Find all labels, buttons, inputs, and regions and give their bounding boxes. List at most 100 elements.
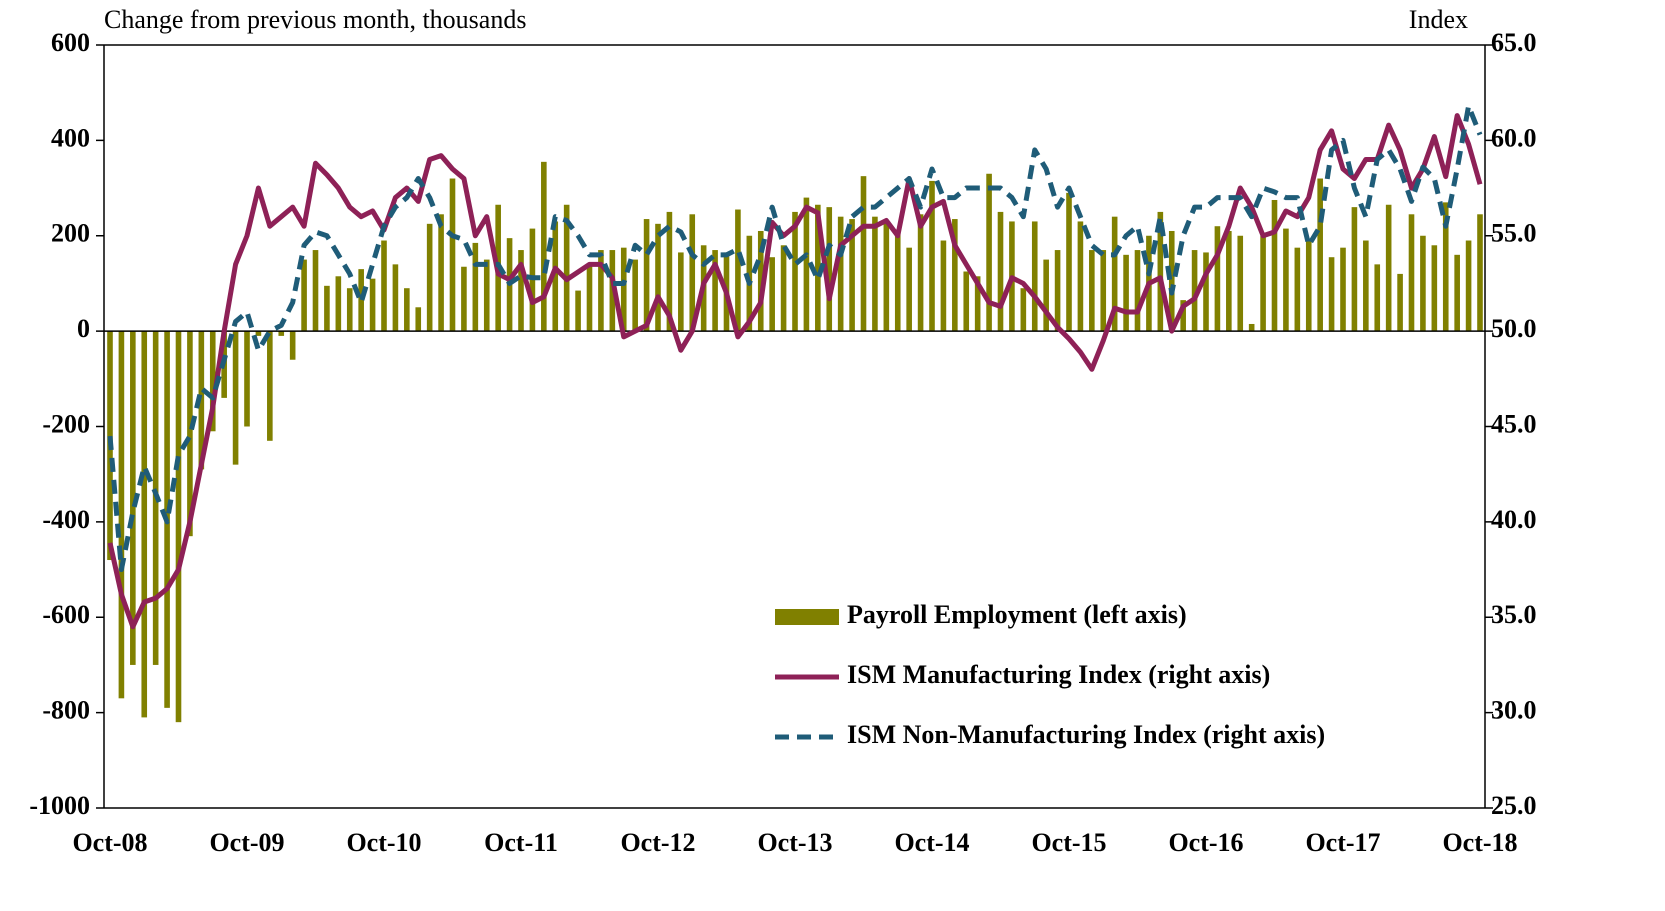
y2-tick-label: 55.0 bbox=[1491, 219, 1537, 248]
bar bbox=[1454, 254, 1460, 332]
bar bbox=[1123, 254, 1129, 332]
bar bbox=[1203, 252, 1209, 332]
bar bbox=[929, 180, 935, 332]
bar bbox=[1248, 323, 1255, 332]
bar bbox=[426, 223, 433, 332]
bar bbox=[175, 331, 182, 723]
bar bbox=[1134, 250, 1141, 332]
x-tick-label: Oct-14 bbox=[894, 828, 969, 857]
bar bbox=[757, 230, 764, 332]
y-axis-label: Change from previous month, thousands bbox=[104, 5, 526, 34]
bar bbox=[974, 276, 981, 332]
bar bbox=[952, 219, 958, 332]
y-tick-label: 600 bbox=[51, 28, 90, 57]
bar bbox=[1031, 221, 1038, 332]
bar bbox=[1431, 245, 1438, 332]
bar bbox=[689, 214, 696, 332]
legend-label: Payroll Employment (left axis) bbox=[847, 600, 1187, 629]
bar bbox=[1374, 264, 1381, 332]
bar bbox=[1237, 235, 1244, 332]
bar bbox=[712, 250, 718, 332]
y2-tick-label: 25.0 bbox=[1491, 791, 1537, 820]
bar bbox=[118, 331, 125, 699]
bar bbox=[1477, 214, 1483, 332]
bar bbox=[1180, 300, 1186, 332]
bar bbox=[849, 219, 855, 332]
bar bbox=[472, 242, 479, 332]
bar bbox=[404, 288, 410, 332]
legend-swatch bbox=[775, 609, 839, 625]
bar bbox=[963, 271, 970, 332]
bar bbox=[1317, 178, 1323, 332]
bar bbox=[541, 161, 547, 332]
bar bbox=[1077, 221, 1084, 332]
bar bbox=[678, 252, 684, 332]
bar bbox=[1385, 204, 1392, 332]
bar bbox=[1465, 240, 1472, 332]
x-tick-label: Oct-09 bbox=[209, 828, 284, 857]
y-tick-label: 200 bbox=[51, 219, 90, 248]
bar bbox=[1271, 199, 1278, 332]
bar bbox=[632, 259, 638, 332]
y-tick-label: -1000 bbox=[29, 791, 90, 820]
bar bbox=[1305, 240, 1312, 332]
bar bbox=[792, 211, 798, 332]
bar bbox=[324, 285, 330, 332]
bar bbox=[1351, 207, 1358, 332]
bar bbox=[518, 250, 524, 332]
bar bbox=[1260, 235, 1266, 332]
bar bbox=[563, 204, 570, 332]
bar bbox=[883, 221, 890, 332]
bar bbox=[997, 211, 1004, 332]
bar bbox=[1043, 259, 1049, 332]
bar bbox=[255, 331, 262, 336]
bar bbox=[267, 331, 273, 441]
bar bbox=[1089, 250, 1095, 332]
x-tick-label: Oct-18 bbox=[1442, 828, 1517, 857]
x-tick-label: Oct-11 bbox=[484, 828, 558, 857]
bar bbox=[1054, 250, 1061, 332]
bar bbox=[312, 250, 319, 332]
bar bbox=[1100, 250, 1107, 332]
bar bbox=[483, 259, 490, 332]
bar bbox=[369, 278, 376, 332]
bar bbox=[803, 197, 810, 332]
dashed-line bbox=[107, 103, 1483, 573]
bar bbox=[1020, 288, 1027, 332]
bar bbox=[906, 247, 912, 332]
bar bbox=[769, 257, 775, 332]
bar bbox=[986, 173, 992, 332]
bar bbox=[872, 216, 878, 332]
bar bbox=[575, 290, 581, 332]
bar bbox=[1157, 211, 1164, 332]
bar bbox=[815, 204, 821, 332]
bar bbox=[461, 266, 467, 332]
bar bbox=[1294, 247, 1301, 332]
bar bbox=[141, 331, 148, 718]
bar bbox=[130, 331, 136, 665]
x-tick-label: Oct-08 bbox=[72, 828, 147, 857]
bar bbox=[1420, 235, 1426, 332]
bar bbox=[1111, 216, 1118, 332]
y2-tick-label: 45.0 bbox=[1491, 409, 1537, 438]
bar bbox=[381, 240, 387, 332]
y-tick-label: -800 bbox=[42, 696, 90, 725]
x-tick-label: Oct-10 bbox=[346, 828, 421, 857]
bar bbox=[335, 276, 342, 332]
bar bbox=[232, 331, 239, 465]
legend-label: ISM Manufacturing Index (right axis) bbox=[847, 660, 1270, 689]
y-tick-label: -600 bbox=[42, 600, 90, 629]
bar bbox=[735, 209, 741, 332]
y2-tick-label: 65.0 bbox=[1491, 28, 1537, 57]
bar bbox=[894, 233, 901, 332]
bar bbox=[438, 214, 444, 332]
bar bbox=[198, 331, 205, 470]
bar bbox=[244, 331, 250, 427]
bar bbox=[586, 264, 593, 332]
bar bbox=[643, 219, 650, 332]
x-tick-label: Oct-17 bbox=[1305, 828, 1380, 857]
bar bbox=[1191, 250, 1198, 332]
bar bbox=[449, 178, 456, 332]
bar bbox=[358, 269, 364, 332]
bar bbox=[655, 223, 661, 332]
